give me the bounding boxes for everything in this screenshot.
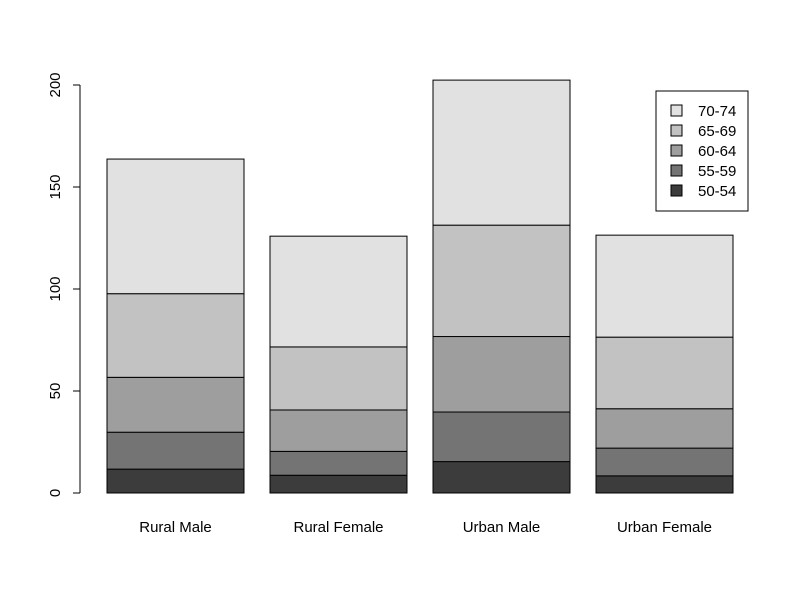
x-label-rural-male: Rural Male [139, 519, 212, 536]
bar-segment-rural-female-65-69 [269, 346, 408, 411]
x-label-rural-female: Rural Female [293, 519, 383, 536]
legend-swatch-55-59 [670, 164, 683, 177]
bar-segment-urban-female-50-54 [595, 475, 734, 494]
bar-segment-rural-male-65-69 [106, 293, 245, 378]
bar-segment-urban-male-65-69 [432, 224, 571, 338]
y-axis: 0 50 100 150 200 [47, 72, 81, 497]
bar-segment-urban-female-65-69 [595, 336, 734, 410]
legend-swatch-60-64 [670, 144, 683, 157]
bar-segment-urban-male-60-64 [432, 336, 571, 413]
bar-segment-rural-female-55-59 [269, 450, 408, 476]
bar-segment-rural-male-60-64 [106, 376, 245, 433]
x-axis-labels: Rural Male Rural Female Urban Male Urban Fe… [139, 519, 712, 536]
y-tick-label-200: 200 [47, 72, 64, 97]
bar-segment-rural-female-70-74 [269, 235, 408, 348]
y-tick-label-50: 50 [47, 383, 64, 400]
bar-segment-urban-male-50-54 [432, 461, 571, 494]
bar-segment-rural-male-50-54 [106, 468, 245, 494]
bar-segment-rural-female-60-64 [269, 409, 408, 452]
legend-label-60-64: 60-64 [698, 143, 736, 160]
bar-segment-rural-male-70-74 [106, 158, 245, 295]
bar-segment-urban-female-70-74 [595, 234, 734, 338]
legend-swatch-70-74 [670, 104, 683, 117]
legend-swatch-65-69 [670, 124, 683, 137]
legend-label-70-74: 70-74 [698, 103, 736, 120]
x-label-urban-male: Urban Male [463, 519, 541, 536]
legend-label-50-54: 50-54 [698, 183, 736, 200]
bar-segment-urban-male-55-59 [432, 411, 571, 463]
legend-swatch-50-54 [670, 184, 683, 197]
bar-segment-rural-male-55-59 [106, 431, 245, 470]
y-tick-label-0: 0 [47, 489, 64, 497]
legend-label-65-69: 65-69 [698, 123, 736, 140]
y-tick-label-100: 100 [47, 276, 64, 301]
legend-label-55-59: 55-59 [698, 163, 736, 180]
legend: 70-74 65-69 60-64 55-59 50-54 [655, 90, 749, 212]
bar-segment-urban-female-60-64 [595, 408, 734, 449]
y-tick-label-150: 150 [47, 174, 64, 199]
bars-group [106, 79, 734, 494]
bar-segment-urban-male-70-74 [432, 79, 571, 226]
bar-segment-urban-female-55-59 [595, 447, 734, 477]
x-label-urban-female: Urban Female [617, 519, 712, 536]
bar-segment-rural-female-50-54 [269, 474, 408, 494]
